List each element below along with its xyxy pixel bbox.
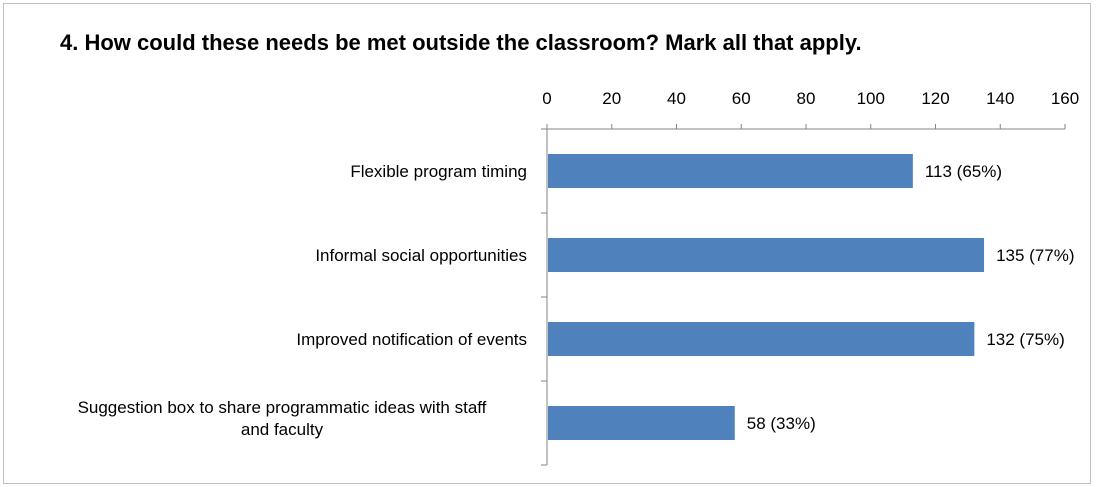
x-tick-label: 60: [732, 89, 751, 108]
category-label-line: and faculty: [241, 420, 324, 439]
x-tick-label: 120: [921, 89, 949, 108]
chart-title: 4. How could these needs be met outside …: [60, 30, 862, 55]
bar: [548, 406, 735, 440]
category-label: Flexible program timing: [350, 162, 527, 181]
category-label-line: Informal social opportunities: [315, 246, 527, 265]
data-label: 135 (77%): [996, 246, 1074, 265]
x-tick-label: 80: [797, 89, 816, 108]
category-label: Suggestion box to share programmatic ide…: [78, 398, 487, 439]
x-tick-label: 40: [667, 89, 686, 108]
bar: [548, 154, 913, 188]
data-label: 113 (65%): [925, 162, 1002, 181]
x-tick-label: 100: [857, 89, 885, 108]
x-tick-label: 140: [986, 89, 1014, 108]
category-label-line: Suggestion box to share programmatic ide…: [78, 398, 487, 417]
bar: [548, 238, 985, 272]
category-label-line: Improved notification of events: [296, 330, 527, 349]
x-tick-label: 160: [1051, 89, 1079, 108]
category-label: Informal social opportunities: [315, 246, 527, 265]
x-tick-label: 0: [542, 89, 551, 108]
data-label: 58 (33%): [747, 414, 816, 433]
x-tick-label: 20: [602, 89, 621, 108]
category-label: Improved notification of events: [296, 330, 527, 349]
data-label: 132 (75%): [986, 330, 1064, 349]
category-label-line: Flexible program timing: [350, 162, 527, 181]
bar: [548, 322, 975, 356]
